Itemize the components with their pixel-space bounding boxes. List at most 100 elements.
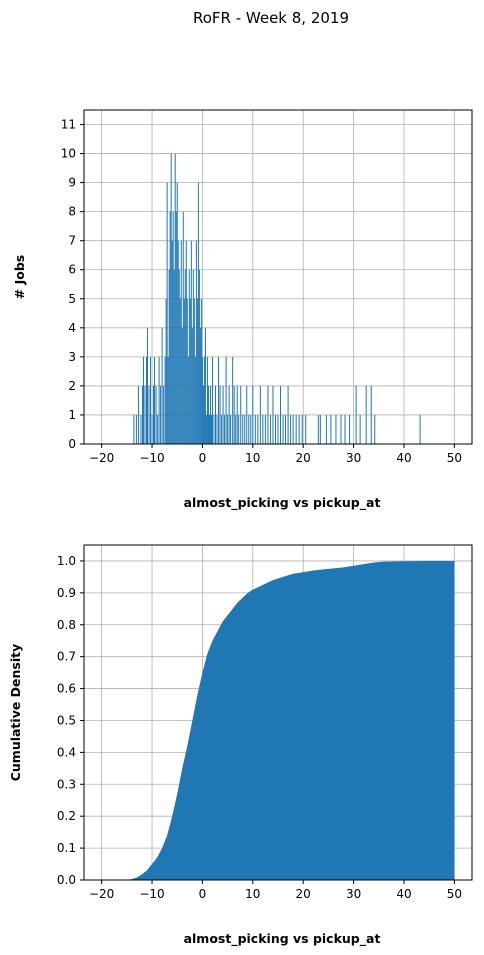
histogram-bar [292, 414, 294, 444]
histogram-bar [233, 385, 235, 444]
histogram-bar [181, 327, 183, 444]
y-tick-label: 3 [68, 350, 76, 364]
y-tick-label: 0.7 [57, 650, 76, 664]
histogram-bar [155, 385, 157, 444]
y-tick-label: 0.4 [57, 745, 76, 759]
y-tick-label: 7 [68, 234, 76, 248]
histogram-bar [167, 356, 169, 444]
histogram-bar [166, 182, 168, 444]
histogram-bar [205, 414, 207, 444]
y-tick-label: 8 [68, 205, 76, 219]
histogram-bar [365, 385, 367, 444]
y-tick-label: 0.5 [57, 713, 76, 727]
histogram-bar [295, 414, 297, 444]
histogram-bar [154, 356, 156, 444]
y-tick-label: 2 [68, 379, 76, 393]
y-axis-label: # Jobs [12, 255, 27, 299]
x-tick-label: −20 [89, 451, 114, 465]
y-tick-label: 0.6 [57, 682, 76, 696]
histogram-bar [210, 414, 212, 444]
x-tick-label: 10 [245, 451, 260, 465]
y-tick-label: 0.8 [57, 618, 76, 632]
histogram-bar [344, 414, 346, 444]
histogram-bar [169, 211, 171, 444]
histogram-bar [203, 356, 205, 444]
histogram-axes: −20 −10 0 10 20 30 40 50 0 1 2 3 4 5 6 7 8 9 10 11 almost_pi… [12, 109, 473, 511]
histogram-bar [180, 240, 182, 444]
histogram-bar [259, 385, 261, 444]
y-tick-label: 10 [61, 147, 76, 161]
histogram-bar [355, 385, 357, 444]
histogram-bar [225, 356, 227, 444]
histogram-bar [250, 414, 252, 444]
histogram-bar [150, 356, 152, 444]
x-tick-label: 10 [245, 887, 260, 901]
histogram-bar [194, 356, 196, 444]
histogram-bar [186, 298, 188, 444]
histogram-bar [207, 385, 209, 444]
x-axis-label: almost_picking vs pickup_at [184, 495, 381, 511]
histogram-bar [227, 414, 229, 444]
histogram-bar [211, 356, 213, 444]
y-tick-label: 6 [68, 263, 76, 277]
histogram-bar [287, 385, 289, 444]
histogram-bar [319, 414, 321, 444]
histogram-bar [301, 414, 303, 444]
histogram-bar [340, 414, 342, 444]
histogram-bar [325, 414, 327, 444]
histogram-bar [236, 385, 238, 444]
histogram-bar [257, 414, 259, 444]
y-tick-label: 1 [68, 408, 76, 422]
histogram-bar [193, 298, 195, 444]
x-tick-label: 0 [199, 451, 207, 465]
histogram-bar [222, 385, 224, 444]
histogram-bar [171, 240, 173, 444]
histogram-bar [137, 385, 139, 444]
axes-frame [83, 109, 473, 445]
histogram-bar [190, 240, 192, 444]
histogram-bar [240, 385, 242, 444]
histogram-bar [145, 356, 147, 444]
histogram-bar [228, 385, 230, 444]
histogram-bar [298, 414, 300, 444]
histogram-bar [349, 414, 351, 444]
x-tick-label: −10 [139, 887, 164, 901]
y-tick-label: 1.0 [57, 554, 76, 568]
histogram-bar [151, 414, 153, 444]
histogram-bar [246, 385, 248, 444]
histogram-bar [264, 414, 266, 444]
y-tick-label: 0 [68, 437, 76, 451]
y-tick-label: 0.2 [57, 809, 76, 823]
histogram-bar [189, 298, 191, 444]
histogram-bar [213, 414, 215, 444]
histogram-bar [161, 327, 163, 444]
histogram-bar [206, 356, 208, 444]
histogram-bar [335, 414, 337, 444]
histogram-bar [248, 414, 250, 444]
histogram-bar [285, 414, 287, 444]
histogram-bar [419, 414, 421, 444]
histogram-bar [219, 385, 221, 444]
histogram-bar [200, 298, 202, 444]
histogram-bar [199, 327, 201, 444]
histogram-bar [282, 414, 284, 444]
histogram-bar [274, 414, 276, 444]
x-tick-label: 40 [396, 887, 411, 901]
histogram-bar [178, 269, 180, 444]
histogram-bar [238, 414, 240, 444]
histogram-bar [185, 240, 187, 444]
histogram-bar [157, 414, 159, 444]
x-tick-label: 30 [346, 887, 361, 901]
histogram-bar [173, 269, 175, 444]
histogram-bar [215, 385, 217, 444]
histogram-bar [232, 356, 234, 444]
histogram-bar [144, 385, 146, 444]
histogram-bar [165, 298, 167, 444]
histogram-bar [209, 385, 211, 444]
x-tick-label: 0 [199, 887, 207, 901]
histogram-bar [148, 385, 150, 444]
histogram-bar [174, 153, 176, 444]
y-tick-label: 0.3 [57, 777, 76, 791]
y-tick-label: 11 [61, 118, 76, 132]
